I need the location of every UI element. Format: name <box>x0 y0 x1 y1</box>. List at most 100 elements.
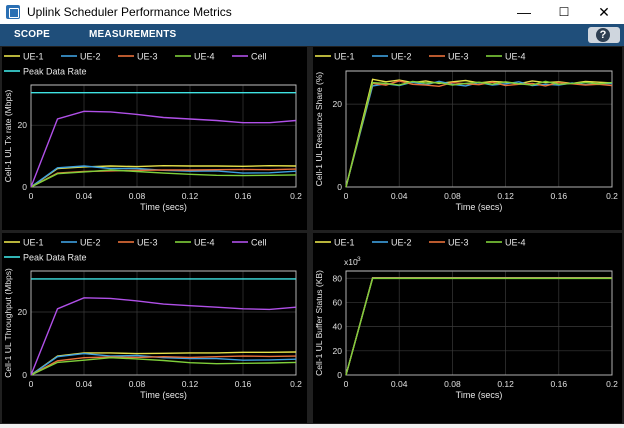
y-tick-label: 80 <box>333 273 343 283</box>
x-tick-label: 0.16 <box>235 379 252 389</box>
plot-axes <box>345 270 613 376</box>
buffer-status-plot[interactable]: UE-1 UE-2 UE-3 UE-4 0 0.04 0.08 0.12 0.16 0.2 0 20 4… <box>313 233 622 423</box>
panel-tx-rate: UE-1 UE-2 UE-3 UE-4 Cell Peak Data Rate 0 0.04 0… <box>2 47 307 230</box>
tab-scope[interactable]: SCOPE <box>14 29 51 40</box>
legend-label[interactable]: UE-1 <box>23 238 44 248</box>
x-tick-label: 0 <box>29 379 34 389</box>
tx-rate-plot[interactable]: UE-1 UE-2 UE-3 UE-4 Cell Peak Data Rate 0 0.04 0… <box>2 47 307 230</box>
legend-label[interactable]: UE-2 <box>391 52 412 62</box>
x-tick-label: 0.2 <box>606 379 618 389</box>
legend-label[interactable]: UE-3 <box>137 238 158 248</box>
axis-exponent-label: x10 <box>344 257 358 267</box>
legend-label[interactable]: UE-4 <box>194 238 215 248</box>
close-button[interactable]: ✕ <box>598 4 610 20</box>
x-axis-label: Time (secs) <box>140 390 187 400</box>
x-tick-label: 0.2 <box>290 191 302 201</box>
x-tick-label: 0.04 <box>391 379 408 389</box>
x-axis-label: Time (secs) <box>456 202 503 212</box>
x-tick-label: 0.08 <box>129 191 146 201</box>
legend-label[interactable]: UE-3 <box>448 238 469 248</box>
series-line-ue-4 <box>30 169 297 188</box>
series-line-ue-1 <box>30 164 297 188</box>
y-tick-label: 20 <box>333 99 343 109</box>
legend-label[interactable]: UE-1 <box>334 238 355 248</box>
legend-label[interactable]: UE-2 <box>80 52 101 62</box>
series-line-ue-3 <box>30 355 297 376</box>
x-tick-label: 0.08 <box>444 379 461 389</box>
axis-exponent-sup: 3 <box>357 256 361 263</box>
x-tick-label: 0 <box>344 379 349 389</box>
maximize-button[interactable]: ☐ <box>558 5 570 19</box>
series-line-ue-2 <box>30 352 297 376</box>
plot-frame <box>345 70 613 188</box>
x-tick-label: 0.04 <box>391 191 408 201</box>
plot-axes <box>345 70 613 188</box>
x-tick-label: 0.04 <box>76 191 93 201</box>
window-titlebar: Uplink Scheduler Performance Metrics — ☐… <box>0 0 624 24</box>
series-line-ue-4 <box>345 277 612 376</box>
y-tick-label: 20 <box>333 346 343 356</box>
y-axis-label: Cell-1 UL Throughput (Mbps) <box>3 268 13 378</box>
y-axis-label: Cell-1 UL Buffer Status (KB) <box>314 270 324 376</box>
legend-label[interactable]: Peak Data Rate <box>23 253 87 263</box>
x-tick-label: 0.2 <box>606 191 618 201</box>
legend-label[interactable]: UE-4 <box>505 238 526 248</box>
y-tick-label: 20 <box>18 307 28 317</box>
legend-label[interactable]: Cell <box>251 52 267 62</box>
panel-buffer-status: UE-1 UE-2 UE-3 UE-4 0 0.04 0.08 0.12 0.16 0.2 0 20 4… <box>313 233 622 423</box>
y-tick-label: 0 <box>337 370 342 380</box>
toolstrip: SCOPE MEASUREMENTS <box>0 24 624 46</box>
y-tick-label: 40 <box>333 322 343 332</box>
plot-frame <box>30 270 297 376</box>
y-tick-label: 0 <box>22 370 27 380</box>
minimize-button[interactable]: — <box>517 4 531 20</box>
legend-label[interactable]: UE-4 <box>194 52 215 62</box>
x-tick-label: 0.2 <box>290 379 302 389</box>
x-axis-label: Time (secs) <box>140 202 187 212</box>
legend-label[interactable]: UE-4 <box>505 52 526 62</box>
legend-label[interactable]: UE-1 <box>334 52 355 62</box>
y-tick-label: 0 <box>22 182 27 192</box>
x-tick-label: 0.12 <box>182 379 199 389</box>
y-tick-label: 0 <box>337 182 342 192</box>
matlab-app-icon <box>6 5 20 19</box>
series-line-ue-4 <box>30 356 297 376</box>
legend-label[interactable]: UE-3 <box>137 52 158 62</box>
y-axis-label: Cell-1 UL Tx rate (Mbps) <box>3 90 13 183</box>
x-tick-label: 0 <box>344 191 349 201</box>
x-tick-label: 0.08 <box>129 379 146 389</box>
x-tick-label: 0 <box>29 191 34 201</box>
x-tick-label: 0.04 <box>76 379 93 389</box>
legend-label[interactable]: Peak Data Rate <box>23 67 87 77</box>
legend-label[interactable]: UE-1 <box>23 52 44 62</box>
x-tick-label: 0.08 <box>444 191 461 201</box>
y-tick-label: 20 <box>18 120 28 130</box>
x-axis-label: Time (secs) <box>456 390 503 400</box>
plot-frame <box>345 270 613 376</box>
x-tick-label: 0.16 <box>551 379 568 389</box>
x-tick-label: 0.12 <box>497 191 514 201</box>
scope-content: UE-1 UE-2 UE-3 UE-4 Cell Peak Data Rate 0 0.04 0… <box>0 46 624 424</box>
y-tick-label: 60 <box>333 297 343 307</box>
series-line-cell <box>30 110 297 188</box>
legend-label[interactable]: UE-2 <box>391 238 412 248</box>
x-tick-label: 0.16 <box>551 191 568 201</box>
help-button[interactable]: ? <box>588 27 620 43</box>
window-title: Uplink Scheduler Performance Metrics <box>27 5 232 19</box>
legend-label[interactable]: UE-3 <box>448 52 469 62</box>
panel-throughput: UE-1 UE-2 UE-3 UE-4 Cell Peak Data Rate 0 0.04 0… <box>2 233 307 423</box>
throughput-plot[interactable]: UE-1 UE-2 UE-3 UE-4 Cell Peak Data Rate 0 0.04 0… <box>2 233 307 423</box>
resource-share-plot[interactable]: UE-1 UE-2 UE-3 UE-4 0 0.04 0.08 0.12 0.16 0.2 0 20 T… <box>313 47 622 230</box>
series-line-cell <box>30 297 297 376</box>
series-line-ue-4 <box>345 80 613 188</box>
legend-label[interactable]: Cell <box>251 238 267 248</box>
x-tick-label: 0.16 <box>235 191 252 201</box>
x-tick-label: 0.12 <box>497 379 514 389</box>
y-axis-label: Cell-1 UL Resource Share (%) <box>314 72 324 187</box>
plot-frame <box>30 84 297 188</box>
x-tick-label: 0.12 <box>182 191 199 201</box>
tab-measurements[interactable]: MEASUREMENTS <box>89 29 177 40</box>
panel-resource-share: UE-1 UE-2 UE-3 UE-4 0 0.04 0.08 0.12 0.16 0.2 0 20 T… <box>313 47 622 230</box>
help-icon: ? <box>596 28 610 42</box>
legend-label[interactable]: UE-2 <box>80 238 101 248</box>
